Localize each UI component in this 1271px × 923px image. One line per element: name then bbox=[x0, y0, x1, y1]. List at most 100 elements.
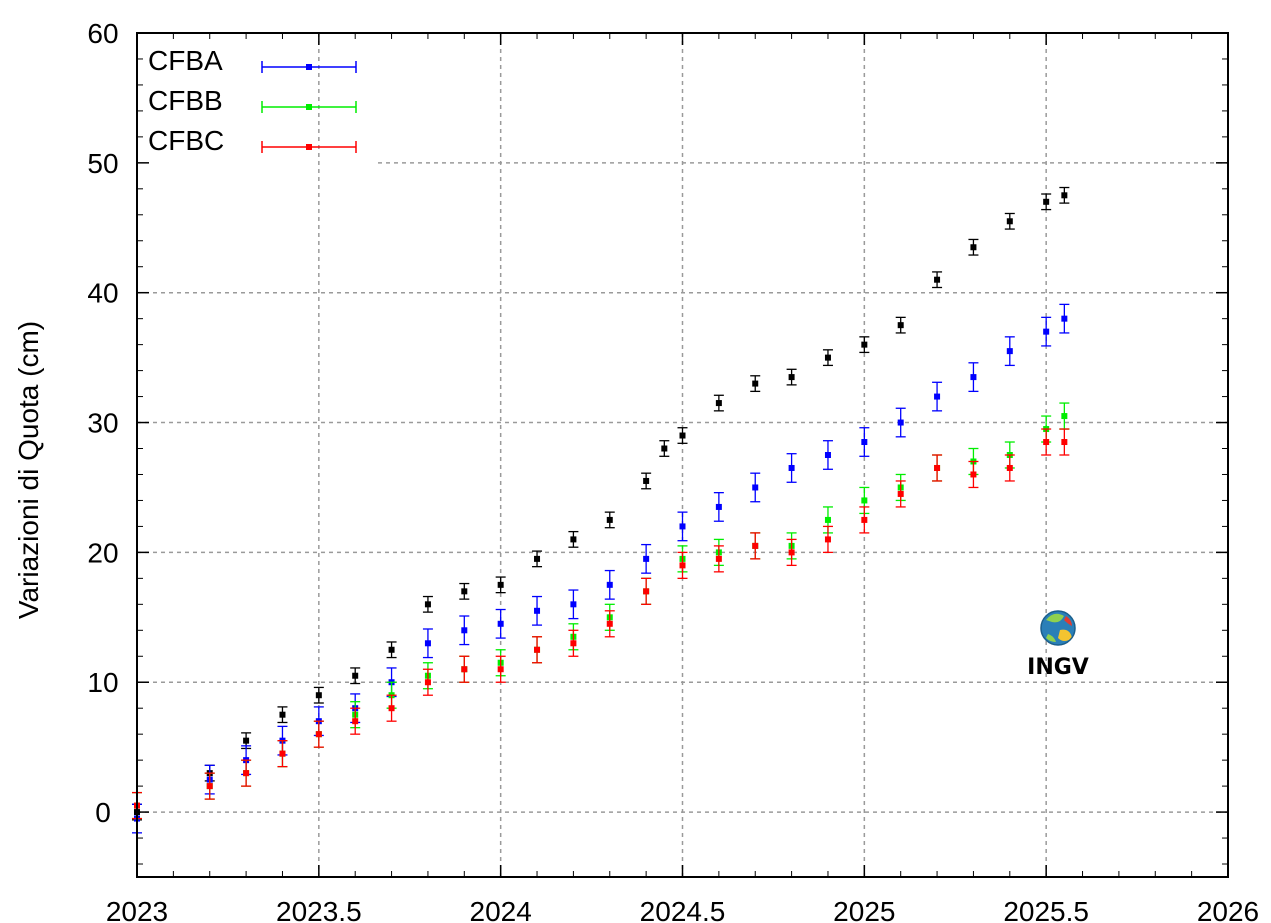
data-point bbox=[934, 393, 941, 400]
data-point bbox=[388, 646, 395, 653]
y-tick-label: 0 bbox=[95, 797, 111, 828]
x-tick-label: 2024 bbox=[470, 896, 532, 923]
data-point bbox=[643, 555, 650, 562]
data-point bbox=[352, 718, 359, 725]
data-point bbox=[497, 620, 504, 627]
tick-labels: 2023 2023.5 2024 2024.5 2025 2025.5 2026 0 10 20 3… bbox=[87, 18, 1259, 923]
data-point bbox=[243, 737, 250, 744]
data-point bbox=[1006, 218, 1013, 225]
data-point bbox=[1061, 315, 1068, 322]
data-point bbox=[388, 705, 395, 712]
legend-marker bbox=[306, 64, 312, 70]
data-point bbox=[788, 464, 795, 471]
data-point bbox=[643, 477, 650, 484]
x-tick-label: 2023 bbox=[106, 896, 168, 923]
data-point bbox=[824, 354, 831, 361]
data-point bbox=[570, 601, 577, 608]
data-point bbox=[279, 750, 286, 757]
data-point bbox=[1043, 439, 1050, 446]
globe-icon bbox=[1040, 610, 1076, 646]
data-point bbox=[752, 542, 759, 549]
data-point bbox=[661, 445, 668, 452]
data-point bbox=[461, 627, 468, 634]
data-point bbox=[352, 672, 359, 679]
y-tick-label: 60 bbox=[87, 18, 118, 49]
data-point bbox=[606, 516, 613, 523]
legend: CFBA CFBB CFBC bbox=[148, 45, 357, 156]
data-point bbox=[861, 341, 868, 348]
data-point bbox=[1006, 464, 1013, 471]
data-point bbox=[679, 523, 686, 530]
data-point bbox=[715, 555, 722, 562]
data-point bbox=[824, 452, 831, 458]
y-tick-label: 50 bbox=[87, 148, 118, 179]
data-point bbox=[461, 588, 468, 595]
x-tick-label: 2026 bbox=[1197, 896, 1259, 923]
data-point bbox=[788, 549, 795, 556]
data-point bbox=[497, 666, 504, 673]
data-point bbox=[534, 646, 541, 653]
data-point bbox=[606, 620, 613, 627]
legend-marker bbox=[306, 104, 312, 110]
data-point bbox=[824, 516, 831, 523]
legend-label: CFBB bbox=[148, 85, 223, 116]
data-point bbox=[897, 490, 904, 497]
plot-frame bbox=[136, 32, 1229, 878]
legend-label: CFBA bbox=[148, 45, 223, 76]
data-point bbox=[570, 640, 577, 647]
series-cfbc bbox=[132, 428, 1070, 820]
y-tick-label: 40 bbox=[87, 278, 118, 309]
data-point bbox=[424, 679, 431, 686]
data-point bbox=[970, 244, 977, 251]
x-tick-label: 2025.5 bbox=[1003, 896, 1089, 923]
legend-label: CFBC bbox=[148, 125, 224, 156]
data-point bbox=[643, 588, 650, 595]
ingv-logo: INGV bbox=[1027, 610, 1089, 680]
data-point bbox=[206, 783, 213, 790]
data-point bbox=[424, 640, 431, 647]
data-point bbox=[752, 380, 759, 387]
data-point bbox=[424, 601, 431, 608]
data-point bbox=[970, 374, 977, 381]
data-point bbox=[315, 731, 322, 738]
data-point bbox=[1061, 439, 1068, 446]
legend-marker bbox=[306, 144, 312, 150]
logo-text: INGV bbox=[1027, 655, 1089, 680]
x-tick-label: 2023.5 bbox=[276, 896, 362, 923]
data-point bbox=[679, 562, 686, 569]
data-point bbox=[1061, 413, 1068, 420]
data-point bbox=[824, 536, 831, 543]
data-point bbox=[606, 581, 613, 588]
x-tick-label: 2024.5 bbox=[640, 896, 726, 923]
data-point bbox=[715, 503, 722, 510]
data-point bbox=[861, 497, 868, 504]
data-point bbox=[897, 322, 904, 329]
data-point bbox=[970, 471, 977, 478]
data-point bbox=[752, 484, 759, 491]
data-point bbox=[461, 666, 468, 673]
data-point bbox=[315, 692, 322, 699]
y-tick-label: 20 bbox=[87, 537, 118, 568]
data-point bbox=[1061, 192, 1068, 199]
data-point bbox=[570, 536, 577, 543]
data-point bbox=[1043, 198, 1050, 205]
data-point bbox=[934, 276, 941, 283]
data-point bbox=[934, 464, 941, 471]
data-point bbox=[534, 607, 541, 614]
y-tick-label: 10 bbox=[87, 667, 118, 698]
data-point bbox=[1043, 328, 1050, 335]
data-point bbox=[497, 581, 504, 588]
data-point bbox=[788, 374, 795, 381]
data-point bbox=[279, 711, 286, 718]
data-point bbox=[861, 516, 868, 523]
x-tick-label: 2025 bbox=[833, 896, 895, 923]
data-point bbox=[715, 400, 722, 407]
data-point bbox=[534, 555, 541, 562]
y-tick-label: 30 bbox=[87, 408, 118, 439]
data-point bbox=[897, 419, 904, 426]
y-axis-label: Variazioni di Quota (cm) bbox=[13, 321, 44, 619]
data-point bbox=[861, 439, 868, 446]
data-point bbox=[243, 770, 250, 777]
